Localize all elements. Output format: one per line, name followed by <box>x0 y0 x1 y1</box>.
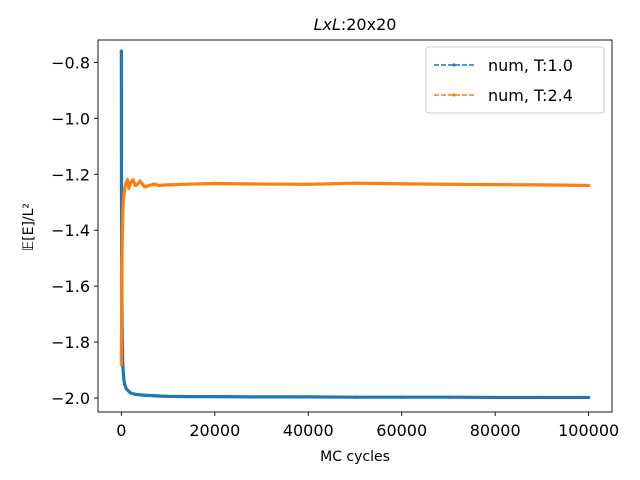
series-2 <box>119 177 591 367</box>
plot-area <box>119 49 591 400</box>
legend-marker-1 <box>452 63 456 67</box>
data-point <box>125 178 130 182</box>
x-tick-label: 0 <box>116 421 126 440</box>
legend-label-2: num, T:2.4 <box>488 86 573 105</box>
data-point <box>493 395 497 400</box>
axes: 0 20000 40000 60000 80000 100000 −2.0 −1.8 −1.6 −… <box>51 39 619 440</box>
data-point <box>129 181 133 185</box>
data-point <box>446 395 451 399</box>
y-tick-label: −2.0 <box>51 389 90 408</box>
data-point <box>259 395 264 399</box>
data-point <box>353 181 357 185</box>
data-point <box>587 395 591 400</box>
data-point <box>152 182 156 186</box>
data-point <box>166 183 170 187</box>
series-band-2 <box>119 178 591 367</box>
data-point <box>446 182 451 186</box>
y-tick-label: −1.8 <box>51 333 90 352</box>
x-axis-label: MC cycles <box>320 449 390 465</box>
legend-marker-2 <box>452 93 456 97</box>
data-point <box>213 181 217 186</box>
y-tick-label: −0.8 <box>51 53 90 72</box>
data-point <box>306 182 310 186</box>
data-point <box>157 183 161 188</box>
data-point <box>400 182 404 186</box>
data-point <box>121 200 125 204</box>
data-point <box>143 393 147 397</box>
data-point <box>152 394 156 398</box>
legend-label-1: num, T:1.0 <box>488 56 573 75</box>
data-point <box>123 186 127 190</box>
data-point <box>213 395 217 399</box>
y-axis-label: 𝔼[E]/L² <box>21 203 37 251</box>
data-point <box>166 394 170 398</box>
x-tick-label: 80000 <box>470 421 521 440</box>
data-point <box>119 362 123 367</box>
y-tick-label: −1.2 <box>51 165 90 184</box>
plot-frame <box>97 39 613 413</box>
x-tick-label: 20000 <box>189 421 240 440</box>
data-point <box>400 395 404 399</box>
legend-box <box>425 46 605 114</box>
data-point <box>120 270 124 274</box>
data-point <box>124 386 128 390</box>
data-point <box>259 182 264 186</box>
data-point <box>306 395 310 399</box>
data-point <box>143 185 147 189</box>
chart-title-var: LxL <box>314 15 341 34</box>
data-point <box>122 195 126 199</box>
data-point <box>121 211 125 216</box>
data-point <box>540 183 544 187</box>
data-point <box>189 182 194 186</box>
x-tick-label: 40000 <box>283 421 334 440</box>
data-point <box>136 182 140 186</box>
data-point <box>124 181 128 185</box>
data-point <box>133 392 137 396</box>
data-point <box>147 183 151 188</box>
x-tick-label: 60000 <box>376 421 427 440</box>
series-line-2 <box>120 177 589 365</box>
data-point <box>587 183 591 188</box>
data-point <box>122 376 126 381</box>
data-point <box>119 186 124 190</box>
data-point <box>353 395 357 399</box>
data-point <box>129 391 133 395</box>
x-tick-label: 100000 <box>558 421 619 440</box>
data-point <box>127 186 131 190</box>
data-point <box>119 49 123 53</box>
y-tick-label: −1.6 <box>51 277 90 296</box>
data-point <box>131 178 135 182</box>
data-point <box>493 183 497 187</box>
data-point <box>133 183 137 188</box>
data-point <box>138 179 142 183</box>
chart-title-value: :20x20 <box>341 15 397 34</box>
y-tick-label: −1.4 <box>51 221 90 240</box>
data-point <box>540 395 544 400</box>
data-point <box>123 382 127 386</box>
data-point <box>189 395 194 399</box>
data-point <box>126 389 130 393</box>
legend: num, T:1.0 num, T:2.4 <box>425 46 605 114</box>
data-point <box>120 234 124 238</box>
y-tick-label: −1.0 <box>51 109 90 128</box>
data-point <box>120 312 124 316</box>
chart-title: LxL:20x20 <box>314 15 397 34</box>
